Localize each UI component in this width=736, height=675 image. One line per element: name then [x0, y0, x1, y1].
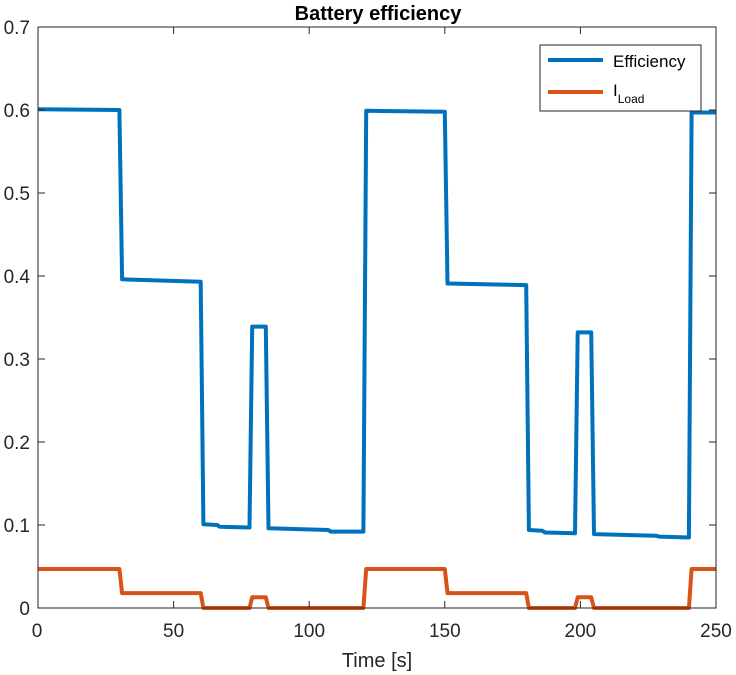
x-tick-label: 50: [163, 621, 184, 642]
axes-layer: [37, 26, 717, 609]
plot-area: [38, 27, 716, 608]
legend-iload-subscript: Load: [618, 92, 645, 106]
y-tick-label: 0.4: [4, 267, 31, 288]
x-tick-label: 200: [565, 621, 597, 642]
y-tick-label: 0.1: [4, 516, 30, 537]
x-tick-label: 150: [429, 621, 461, 642]
efficiency-series-line: [37, 107, 716, 540]
x-axis: 0 50 100 150 200 250: [32, 27, 732, 642]
y-tick-label: 0.2: [4, 433, 30, 454]
y-tick-label: 0.3: [4, 350, 30, 371]
x-tick-label: 250: [700, 621, 732, 642]
legend: Efficiency ILoad: [539, 44, 702, 112]
iload-series-line: [38, 567, 716, 610]
legend-iload-label: ILoad: [613, 81, 644, 106]
y-tick-label: 0.6: [4, 101, 30, 122]
y-tick-label: 0: [19, 599, 30, 620]
axes-box: [37, 26, 717, 609]
chart-title: Battery efficiency: [295, 3, 463, 25]
legend-box: [539, 44, 702, 112]
series-layer: [37, 107, 716, 610]
y-tick-label: 0.7: [4, 18, 30, 39]
x-tick-label: 100: [293, 621, 325, 642]
legend-efficiency-label: Efficiency: [613, 52, 686, 71]
legend-iload-main: I: [613, 81, 618, 100]
y-axis: 0 0.1 0.2 0.3 0.4 0.5 0.6 0.7: [4, 18, 716, 620]
x-tick-label: 0: [32, 621, 43, 642]
y-tick-label: 0.5: [4, 184, 30, 205]
x-axis-title: Time [s]: [342, 650, 412, 672]
